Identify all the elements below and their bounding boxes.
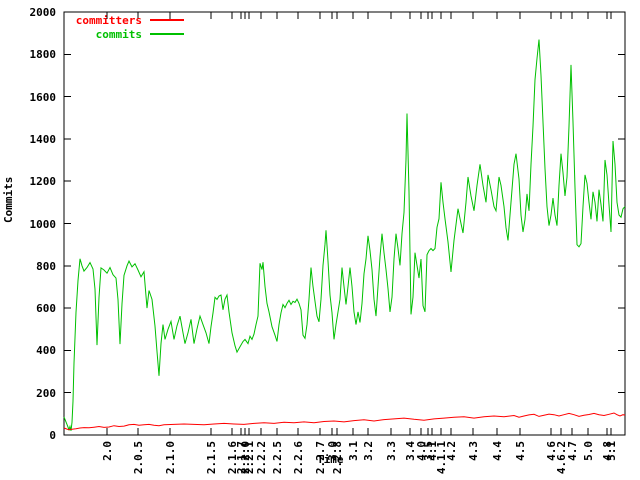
x-tick-label: 3.1 <box>347 441 360 461</box>
legend-line-sample-commits <box>150 33 184 35</box>
series-line-committers <box>63 412 626 431</box>
x-tick-label: 2.2.1 <box>243 441 256 475</box>
x-tick-label: 4.2 <box>445 441 458 461</box>
x-tick-label: 4.5 <box>514 441 527 461</box>
legend-label-commits: commits <box>95 27 142 41</box>
x-tick-label: 3.3 <box>385 441 398 461</box>
legend-line-sample-committers <box>150 19 184 21</box>
x-tick-label: 2.0.5 <box>132 441 145 475</box>
y-tick-label: 2000 <box>29 6 57 19</box>
x-tick-label: 2.0 <box>101 441 114 461</box>
y-tick-label: 1000 <box>29 217 57 231</box>
y-tick-label: 1200 <box>29 175 57 189</box>
x-axis-title: Time <box>317 453 344 466</box>
y-tick-label: 0 <box>49 429 56 442</box>
x-tick-label: 4.3 <box>467 441 480 461</box>
x-tick-label: 5.1 <box>605 441 618 461</box>
x-tick-label: 2.2.2 <box>255 441 268 475</box>
y-tick-label: 200 <box>36 386 56 400</box>
x-tick-label: 2.2.7 <box>314 441 327 475</box>
x-tick-label: 2.1.0 <box>164 441 177 475</box>
x-tick-label: 2.2.5 <box>271 441 284 475</box>
legend-item-commits: commits <box>64 27 184 41</box>
y-tick-label: 1600 <box>29 90 57 104</box>
legend-label-committers: committers <box>75 13 142 27</box>
x-tick-label: 4.4 <box>491 441 504 461</box>
y-tick-label: 1800 <box>29 48 57 62</box>
x-tick-label: 2.1.5 <box>205 441 218 475</box>
series-line-commits <box>63 39 626 432</box>
x-tick-label: 3.2 <box>362 441 375 461</box>
x-tick-label: 5.0 <box>582 441 595 461</box>
y-tick-label: 600 <box>36 302 56 316</box>
y-tick-label: 1400 <box>29 132 57 146</box>
legend-item-committers: committers <box>64 13 184 27</box>
x-tick-label: 2.2.8 <box>331 441 344 475</box>
x-tick-label: 4.7 <box>566 441 579 461</box>
x-tick-label: 2.2.6 <box>292 441 305 475</box>
legend: committers commits <box>64 13 184 41</box>
y-tick-label: 800 <box>36 259 56 273</box>
y-tick-label: 400 <box>36 344 56 358</box>
